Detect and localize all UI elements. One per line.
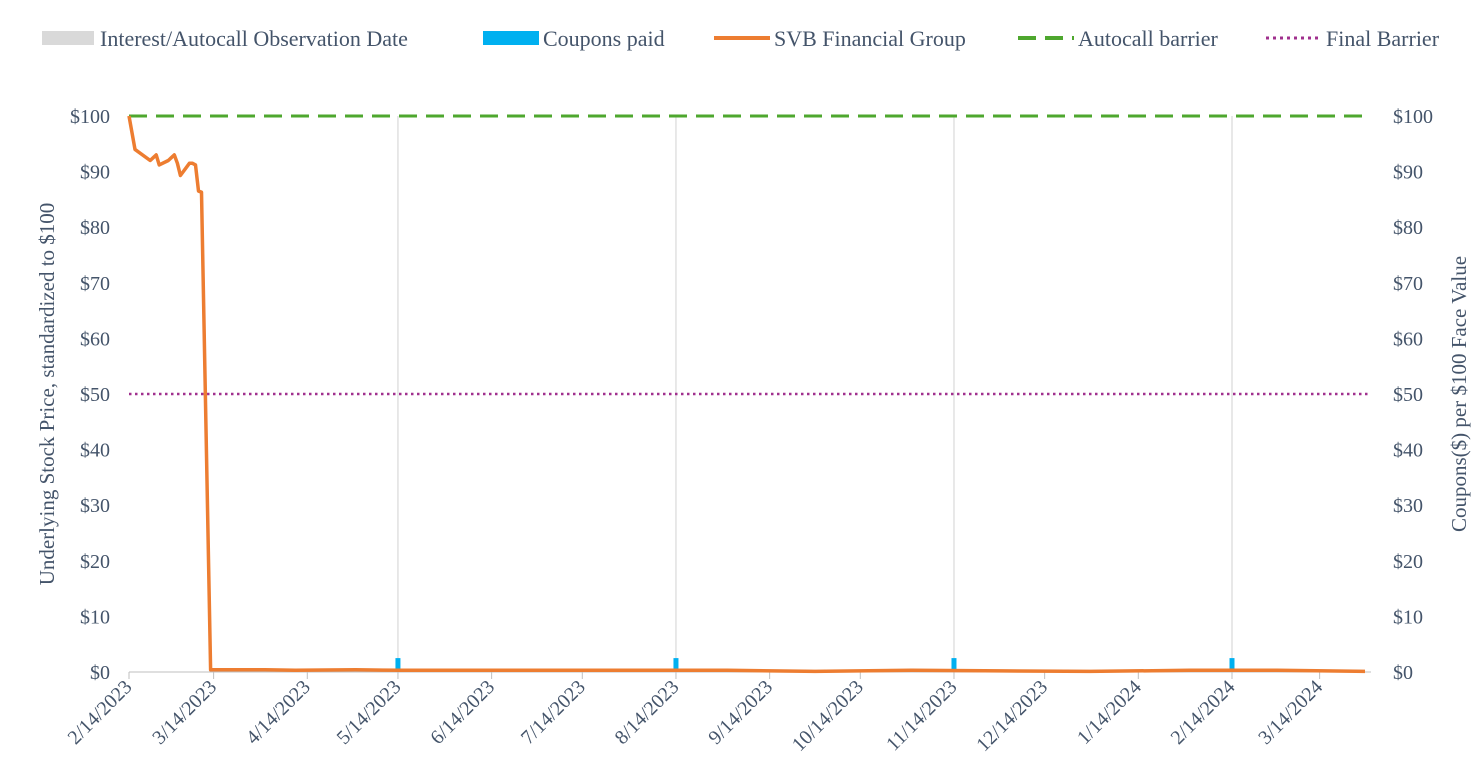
y-tick-left-10: $100 — [70, 106, 110, 128]
y-tick-left-7: $70 — [80, 273, 110, 295]
x-tick-label-8: 10/14/2023 — [788, 676, 868, 756]
y-tick-right-5: $50 — [1393, 384, 1423, 406]
y-tick-left-0: $0 — [90, 662, 110, 684]
x-tick-label-10: 12/14/2023 — [972, 676, 1052, 756]
y-tick-right-1: $10 — [1393, 606, 1423, 628]
x-tick-label-2: 4/14/2023 — [242, 676, 315, 749]
coupon-bar-0 — [395, 658, 401, 672]
coupon-bar-3 — [1229, 658, 1235, 672]
legend-label-4: Final Barrier — [1326, 26, 1440, 51]
legend-label-1: Coupons paid — [543, 26, 665, 51]
y-axis-left: $0 $10 $20 $30 $40 $50 $60 $70 $80 $90 $100 — [70, 106, 110, 684]
legend-label-3: Autocall barrier — [1078, 26, 1219, 51]
coupon-bar-1 — [673, 658, 679, 672]
x-tick-label-5: 7/14/2023 — [517, 676, 590, 749]
legend-label-2: SVB Financial Group — [774, 26, 966, 51]
y-tick-left-5: $50 — [80, 384, 110, 406]
barrier-lines — [129, 114, 1371, 396]
y-tick-left-6: $60 — [80, 328, 110, 350]
y-tick-right-8: $80 — [1393, 217, 1423, 239]
coupon-bars — [395, 658, 1235, 672]
x-tick-label-7: 9/14/2023 — [704, 676, 777, 749]
x-tick-label-12: 2/14/2024 — [1167, 676, 1240, 749]
legend-label-0: Interest/Autocall Observation Date — [100, 26, 408, 51]
y-tick-right-7: $70 — [1393, 273, 1423, 295]
x-axis: 2/14/2023 3/14/2023 4/14/2023 5/14/2023 6/14… — [64, 671, 1371, 756]
legend-swatch-0 — [42, 31, 94, 45]
legend: Interest/Autocall Observation Date Coupon… — [42, 26, 1440, 51]
y-axis-right-title: Coupons($) per $100 Face Value — [1447, 256, 1471, 532]
x-tick-label-1: 3/14/2023 — [148, 676, 221, 749]
x-tick-label-4: 6/14/2023 — [426, 676, 499, 749]
y-tick-right-4: $40 — [1393, 440, 1423, 462]
legend-swatch-1 — [483, 31, 539, 45]
y-tick-right-3: $30 — [1393, 495, 1423, 517]
x-tick-label-0: 2/14/2023 — [64, 676, 137, 749]
y-axis-left-title: Underlying Stock Price, standardized to … — [35, 203, 59, 586]
y-tick-left-2: $20 — [80, 551, 110, 573]
y-tick-left-3: $30 — [80, 495, 110, 517]
y-tick-left-4: $40 — [80, 440, 110, 462]
x-tick-label-9: 11/14/2023 — [882, 676, 961, 755]
series-lines — [127, 115, 1366, 674]
y-tick-right-6: $60 — [1393, 328, 1423, 350]
y-tick-right-2: $20 — [1393, 551, 1423, 573]
x-tick-label-6: 8/14/2023 — [611, 676, 684, 749]
x-tick-label-13: 3/14/2024 — [1254, 676, 1327, 749]
y-tick-left-9: $90 — [80, 162, 110, 184]
y-axis-right: $0 $10 $20 $30 $40 $50 $60 $70 $80 $90 $100 — [1393, 106, 1433, 684]
y-tick-right-9: $90 — [1393, 162, 1423, 184]
y-tick-right-0: $0 — [1393, 662, 1413, 684]
x-tick-label-11: 1/14/2024 — [1073, 676, 1146, 749]
x-tick-label-3: 5/14/2023 — [333, 676, 406, 749]
series-line-0 — [127, 115, 1366, 674]
y-tick-left-1: $10 — [80, 606, 110, 628]
y-tick-left-8: $80 — [80, 217, 110, 239]
coupon-bar-2 — [951, 658, 957, 672]
y-tick-right-10: $100 — [1393, 106, 1433, 128]
